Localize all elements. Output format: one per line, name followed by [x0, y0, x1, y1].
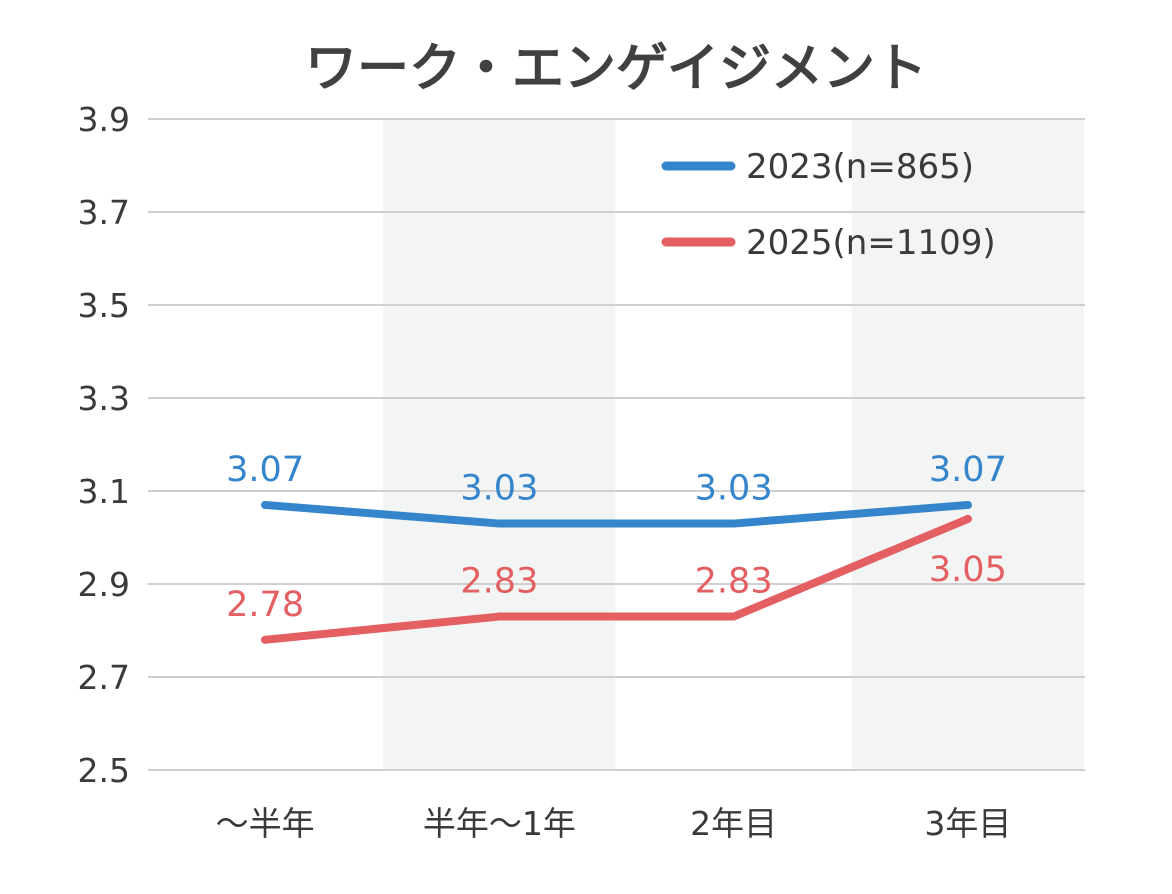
- data-point: [261, 500, 270, 509]
- x-category-label: 2年目: [690, 804, 777, 843]
- data-point: [261, 635, 270, 644]
- gridlines: [148, 118, 1085, 771]
- data-point: [495, 612, 504, 621]
- y-tick-label: 3.1: [78, 472, 130, 511]
- data-label: 3.05: [929, 550, 1007, 590]
- y-tick-label: 3.9: [78, 100, 130, 139]
- series-line-1: [261, 514, 972, 644]
- legend-label: 2025(n=1109): [746, 223, 996, 263]
- x-axis: 〜半年 半年〜1年 2年目 3年目: [216, 804, 1012, 843]
- series: [261, 500, 972, 644]
- data-label: 2.83: [695, 562, 773, 602]
- y-tick-label: 3.7: [78, 193, 130, 232]
- column-shade: [383, 119, 616, 770]
- data-point: [495, 519, 504, 528]
- x-category-label: 3年目: [924, 804, 1011, 843]
- series-line-0: [261, 500, 972, 528]
- y-tick-label: 2.9: [78, 565, 130, 604]
- x-category-label: 〜半年: [216, 804, 315, 843]
- chart-title: ワーク・エンゲイジメント: [305, 39, 927, 99]
- data-label: 2.78: [226, 585, 304, 625]
- data-point: [729, 519, 738, 528]
- x-category-label: 半年〜1年: [423, 804, 576, 843]
- column-shade: [851, 119, 1084, 770]
- data-label: 3.07: [226, 450, 304, 490]
- data-label: 2.83: [460, 562, 538, 602]
- y-tick-label: 2.7: [78, 658, 130, 697]
- data-label: 3.03: [460, 469, 538, 509]
- legend-label: 2023(n=865): [746, 147, 974, 187]
- data-point: [963, 500, 972, 509]
- y-tick-label: 3.3: [78, 379, 130, 418]
- data-label: 3.03: [695, 469, 773, 509]
- data-label: 3.07: [929, 450, 1007, 490]
- data-point: [729, 612, 738, 621]
- legend: 2023(n=865) 2025(n=1109): [661, 147, 996, 263]
- y-axis: 3.9 3.7 3.5 3.3 3.1 2.9 2.7 2.5: [78, 100, 130, 790]
- y-tick-label: 3.5: [78, 286, 130, 325]
- data-point: [963, 514, 972, 523]
- data-labels: 3.07 3.03 3.03 3.07 2.78 2.83 2.83 3.05: [226, 450, 1007, 625]
- column-shading: [383, 119, 1084, 770]
- y-tick-label: 2.5: [78, 751, 130, 790]
